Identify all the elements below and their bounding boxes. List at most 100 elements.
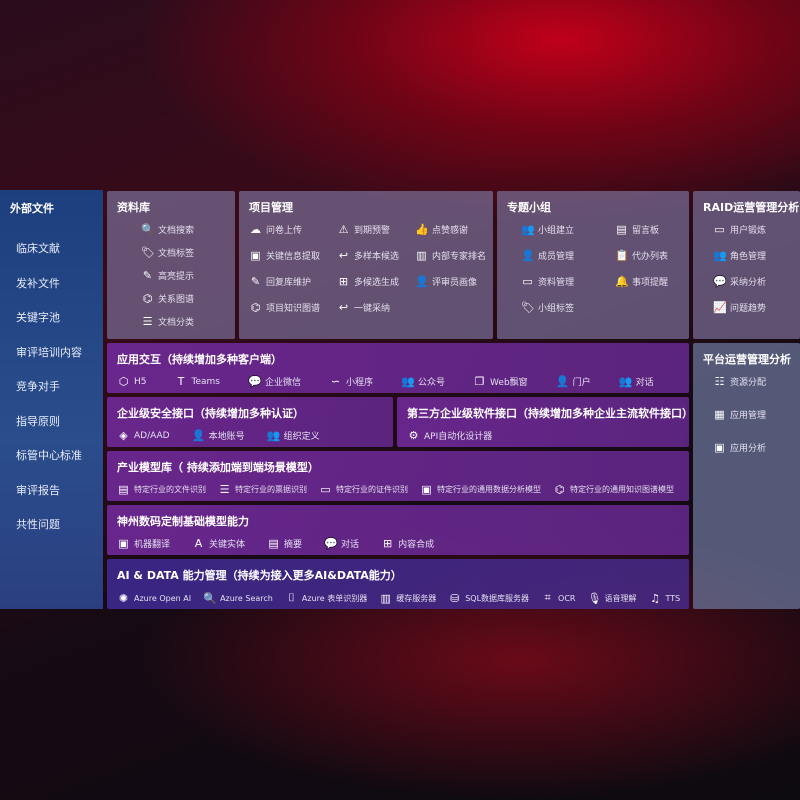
item-label: TTS — [665, 593, 681, 603]
sidebar-item[interactable]: 指导原则 — [16, 414, 60, 428]
item-gear[interactable]: ⚙ API自动化设计器 — [407, 429, 493, 442]
item-reply[interactable]: ↩ 多样本候选 — [337, 249, 415, 262]
item-pen[interactable]: ✎ 高亮提示 — [141, 269, 225, 282]
item-folder[interactable]: ▭ 资料管理 — [521, 275, 615, 288]
sidebar-item[interactable]: 共性问题 — [16, 518, 60, 531]
item-window[interactable]: ❐ Web飘窗 — [473, 375, 528, 388]
sidebar-item[interactable]: 审评报告 — [16, 483, 60, 497]
item-list[interactable]: ☷ 资源分配 — [713, 375, 790, 388]
bell-icon: 🔔 — [615, 275, 629, 288]
item-voice[interactable]: 🎙 语音理解 — [588, 592, 637, 605]
panel-thirdparty-interface: 第三方企业级软件接口（持续增加多种企业主流软件接口） ⚙ API自动化设计器 — [397, 397, 693, 447]
item-label: AD/AAD — [134, 430, 170, 441]
item-bell[interactable]: 🔔 事项提醒 — [615, 275, 695, 288]
item-reply[interactable]: ↩ 一键采纳 — [337, 301, 415, 314]
item-ocr[interactable]: ⌗ OCR — [541, 591, 575, 605]
item-puzzle[interactable]: ⊞ 内容合成 — [381, 537, 434, 550]
item-translate[interactable]: ▣ 机器翻译 — [117, 537, 170, 550]
database-icon: ⛁ — [450, 591, 460, 605]
item-summary[interactable]: ▤ 摘要 — [267, 537, 302, 550]
item-bbs[interactable]: ▤ 留言板 — [615, 223, 695, 236]
sidebar-item[interactable]: 临床文献 — [16, 242, 60, 255]
item-file[interactable]: ▤ 特定行业的文件识别 — [117, 483, 206, 496]
item-qa[interactable]: 💬 采纳分析 — [713, 275, 790, 288]
item-label: 项目知识图谱 — [266, 304, 321, 314]
panel-title: 应用交互（持续增加多种客户端） — [117, 353, 282, 366]
tts-icon: ♫ — [650, 591, 660, 605]
item-organization[interactable]: 👥 组织定义 — [267, 429, 320, 442]
item-document-stack[interactable]: ☰ 文档分类 — [141, 315, 225, 328]
sidebar-item[interactable]: 关键字池 — [16, 311, 60, 324]
item-group[interactable]: 👥 角色管理 — [713, 249, 790, 262]
item-tag[interactable]: 🏷 小组标签 — [521, 301, 615, 314]
item-document-search[interactable]: 🔍 文档搜索 — [141, 223, 225, 236]
item-label: 特定行业的文件识别 — [134, 485, 206, 494]
item-chat[interactable]: 💬 对话 — [324, 537, 359, 550]
item-dialog-users[interactable]: 👥 对话 — [619, 375, 654, 388]
item-portal-user[interactable]: 👤 门户 — [556, 375, 591, 388]
item-ad[interactable]: ◈ AD/AAD — [117, 429, 170, 442]
item-group[interactable]: 👥 小组建立 — [521, 223, 615, 236]
item-ranking[interactable]: ▥ 内部专家排名 — [415, 249, 495, 262]
item-trend-chart[interactable]: 📈 问题趋势 — [713, 301, 790, 314]
item-label: 事项提醒 — [632, 278, 669, 288]
item-teams[interactable]: T Teams — [175, 375, 220, 388]
item-pen[interactable]: ✎ 回复库维护 — [249, 275, 337, 288]
item-html5[interactable]: ⬡ H5 — [117, 375, 147, 388]
item-label: 关系图谱 — [158, 295, 195, 305]
item-user-lock[interactable]: 👤 本地账号 — [192, 429, 245, 442]
puzzle-icon: ⊞ — [338, 275, 349, 288]
item-label: 机器翻译 — [134, 540, 171, 550]
item-form-recognizer[interactable]: ⌷ Azure 表单识别器 — [285, 591, 367, 605]
item-graph[interactable]: ⌬ 特定行业的通用知识图谱模型 — [553, 483, 674, 496]
item-id-card[interactable]: ▭ 特定行业的证件识别 — [319, 483, 408, 496]
item-label: 对话 — [635, 378, 654, 388]
portal-user-icon: 👤 — [555, 375, 570, 388]
item-cloud-upload[interactable]: ☁ 问卷上传 — [249, 223, 337, 236]
thumbs-up-icon: 👍 — [415, 223, 429, 236]
panel-title: 第三方企业级软件接口（持续增加多种企业主流软件接口） — [407, 407, 693, 420]
item-user[interactable]: 👤 评审员画像 — [415, 275, 495, 288]
item-label: 关键实体 — [209, 540, 246, 550]
group-icon: 👥 — [521, 223, 535, 236]
sidebar-item[interactable]: 竞争对手 — [16, 380, 60, 393]
item-clipboard[interactable]: 📋 代办列表 — [615, 249, 695, 262]
item-alarm[interactable]: ⚠ 到期预警 — [337, 223, 415, 236]
cache-server-icon: ▥ — [380, 591, 391, 605]
item-graph[interactable]: ⌬ 关系图谱 — [141, 292, 225, 305]
item-search-doc[interactable]: 🔍 Azure Search — [203, 592, 273, 605]
item-label: 多候选生成 — [354, 278, 400, 288]
item-window[interactable]: ▣ 关键信息提取 — [249, 249, 337, 262]
item-tts[interactable]: ♫ TTS — [649, 591, 681, 605]
chat-icon: 💬 — [324, 537, 338, 550]
item-tag[interactable]: 🏷 文档标签 — [141, 246, 225, 259]
item-thumbs-up[interactable]: 👍 点赞感谢 — [415, 223, 495, 236]
item-graph[interactable]: ⌬ 项目知识图谱 — [249, 301, 337, 314]
item-label: 文档分类 — [158, 318, 195, 328]
item-puzzle[interactable]: ⊞ 多候选生成 — [337, 275, 415, 288]
item-group[interactable]: 👥 公众号 — [401, 375, 445, 388]
item-receipt[interactable]: ☰ 特定行业的票据识别 — [218, 483, 307, 496]
document-search-icon: 🔍 — [141, 223, 155, 236]
item-entity[interactable]: A 关键实体 — [192, 537, 245, 550]
reply-icon: ↩ — [338, 249, 349, 262]
openai-icon: ✺ — [118, 591, 129, 605]
item-user-add[interactable]: 👤 成员管理 — [521, 249, 615, 262]
item-openai[interactable]: ✺ Azure Open AI — [117, 592, 191, 605]
item-database[interactable]: ⛁ SQL数据库服务器 — [448, 592, 529, 605]
panel-platform-analysis: 平台运营管理分析 ☷ 资源分配 ▦ 应用管理 ▣ 应用分析 — [693, 343, 800, 609]
item-cache-server[interactable]: ▥ 缓存服务器 — [379, 591, 437, 605]
item-label: 到期预警 — [354, 226, 391, 236]
sidebar-item[interactable]: 标管中心标准 — [16, 449, 82, 462]
item-label: 文档搜索 — [158, 226, 195, 236]
sidebar-item[interactable]: 审评培训内容 — [16, 345, 82, 359]
item-data-chart[interactable]: ▣ 特定行业的通用数据分析模型 — [420, 483, 541, 496]
sidebar-item[interactable]: 发补文件 — [16, 276, 60, 290]
item-wechat[interactable]: 💬 企业微信 — [248, 375, 301, 388]
item-label: 小组标签 — [538, 304, 575, 314]
item-analysis[interactable]: ▣ 应用分析 — [713, 441, 790, 454]
item-mini-program[interactable]: ∽ 小程序 — [329, 375, 373, 388]
group-icon: 👥 — [713, 249, 727, 262]
item-apps[interactable]: ▦ 应用管理 — [713, 408, 790, 421]
item-id-card[interactable]: ▭ 用户锻炼 — [713, 223, 790, 236]
